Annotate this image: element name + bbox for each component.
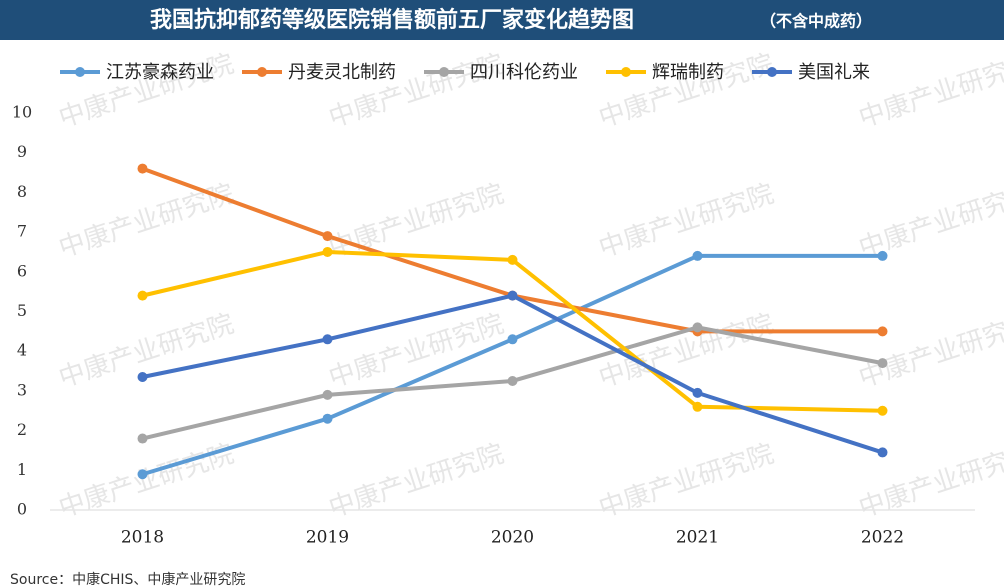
y-tick-label: 0 <box>17 500 27 519</box>
watermark: 中康产业研究院 <box>595 439 777 524</box>
data-point <box>507 334 518 345</box>
data-point <box>137 469 148 480</box>
data-point <box>877 326 888 337</box>
title-bar <box>0 0 1004 40</box>
data-point <box>322 389 333 400</box>
watermark: 中康产业研究院 <box>55 439 237 524</box>
watermark: 中康产业研究院 <box>855 309 1004 394</box>
legend-marker <box>257 67 267 77</box>
data-point <box>322 246 333 257</box>
watermark: 中康产业研究院 <box>55 309 237 394</box>
data-point <box>137 290 148 301</box>
data-point <box>507 254 518 265</box>
y-tick-label: 9 <box>17 142 27 161</box>
watermark: 中康产业研究院 <box>595 179 777 264</box>
data-point <box>507 375 518 386</box>
data-point <box>692 401 703 412</box>
y-tick-label: 5 <box>17 301 27 320</box>
y-tick-label: 4 <box>17 341 27 360</box>
y-tick-label: 2 <box>17 420 27 439</box>
y-tick-label: 1 <box>17 460 27 479</box>
legend-marker <box>75 67 85 77</box>
watermark: 中康产业研究院 <box>325 439 507 524</box>
data-point <box>877 250 888 261</box>
y-tick-label: 8 <box>17 182 27 201</box>
data-point <box>137 372 148 383</box>
y-tick-label: 3 <box>17 380 27 399</box>
chart-subtitle: （不含中成药） <box>760 12 872 31</box>
data-point <box>322 231 333 242</box>
data-point <box>507 290 518 301</box>
data-point <box>877 358 888 369</box>
chart-title: 我国抗抑郁药等级医院销售额前五厂家变化趋势图 <box>150 7 634 33</box>
source: Source：中康CHIS、中康产业研究院 <box>10 571 245 588</box>
watermark: 中康产业研究院 <box>855 49 1004 134</box>
x-tick-label: 2018 <box>121 528 164 548</box>
watermark: 中康产业研究院 <box>855 179 1004 264</box>
legend-label: 辉瑞制药 <box>652 62 724 83</box>
data-point <box>137 433 148 444</box>
legend-label: 丹麦灵北制药 <box>288 62 396 83</box>
data-point <box>877 405 888 416</box>
y-tick-label: 6 <box>17 261 27 280</box>
data-point <box>692 322 703 333</box>
y-tick-label: 7 <box>17 222 27 241</box>
data-point <box>692 250 703 261</box>
legend-marker <box>621 67 631 77</box>
x-tick-label: 2021 <box>676 528 719 548</box>
series-line <box>141 253 883 477</box>
legend-marker <box>767 67 777 77</box>
legend-label: 江苏豪森药业 <box>106 62 214 83</box>
data-point <box>137 163 148 174</box>
x-tick-label: 2022 <box>861 528 904 548</box>
legend-marker <box>439 67 449 77</box>
x-tick-label: 2020 <box>491 528 534 548</box>
data-point <box>692 387 703 398</box>
legend-label: 美国礼来 <box>798 62 870 83</box>
x-tick-label: 2019 <box>306 528 349 548</box>
y-tick-label: 10 <box>12 103 32 122</box>
legend-label: 四川科伦药业 <box>470 62 578 83</box>
data-point <box>877 447 888 458</box>
data-point <box>322 413 333 424</box>
data-point <box>322 334 333 345</box>
